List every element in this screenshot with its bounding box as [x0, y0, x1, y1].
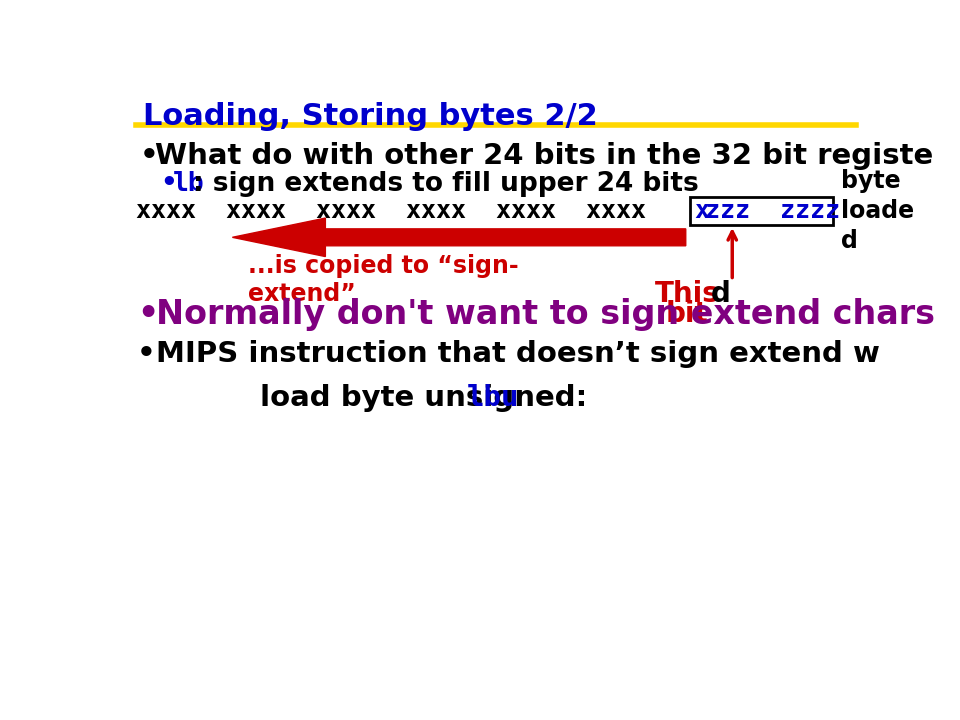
Text: •: •: [137, 298, 158, 331]
Text: ...is copied to “sign-
extend”: ...is copied to “sign- extend”: [248, 254, 518, 306]
Text: Normally don't want to sign extend chars: Normally don't want to sign extend chars: [156, 298, 935, 331]
Text: xxxx  xxxx  xxxx  xxxx  xxxx  xxxx: xxxx xxxx xxxx xxxx xxxx xxxx: [135, 199, 645, 223]
Text: byte
loade
d: byte loade d: [841, 169, 914, 253]
Text: What do with other 24 bits in the 32 bit registe: What do with other 24 bits in the 32 bit…: [155, 142, 933, 170]
Text: d: d: [710, 280, 731, 308]
Text: •: •: [160, 171, 177, 197]
FancyArrow shape: [232, 218, 685, 256]
Text: : sign extends to fill upper 24 bits: : sign extends to fill upper 24 bits: [193, 171, 699, 197]
Text: zzz  zzzz: zzz zzzz: [706, 199, 840, 223]
Text: bit: bit: [665, 300, 708, 328]
Text: •: •: [139, 142, 158, 170]
Bar: [689, 197, 833, 225]
Text: •: •: [137, 341, 156, 369]
Text: This: This: [655, 280, 719, 308]
Text: lb: lb: [173, 171, 204, 197]
Text: lbu: lbu: [468, 384, 519, 413]
Text: x: x: [694, 199, 709, 223]
Text: load byte unsigned:: load byte unsigned:: [259, 384, 597, 413]
Text: Loading, Storing bytes 2/2: Loading, Storing bytes 2/2: [143, 102, 598, 131]
Text: MIPS instruction that doesn’t sign extend w: MIPS instruction that doesn’t sign exten…: [156, 341, 879, 369]
